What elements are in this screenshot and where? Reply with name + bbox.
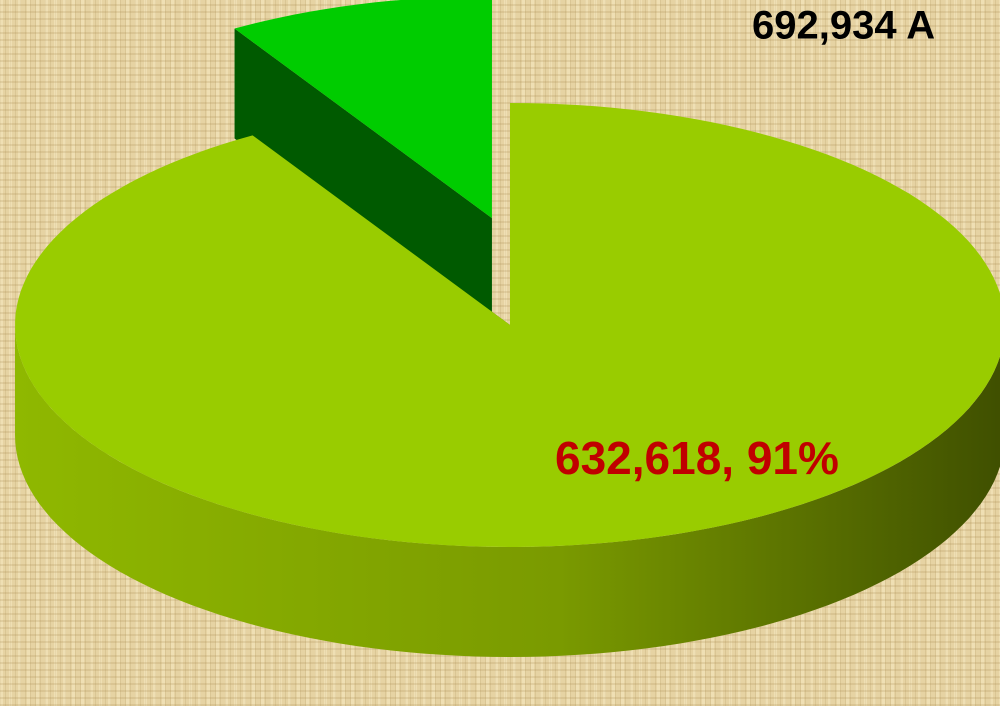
slice-side	[15, 325, 1000, 657]
slice-wall	[234, 28, 492, 329]
data-label: 632,618, 91%	[555, 432, 839, 484]
chart-title: 692,934 A	[752, 4, 935, 48]
slice	[15, 103, 1000, 547]
slice	[234, 0, 492, 219]
